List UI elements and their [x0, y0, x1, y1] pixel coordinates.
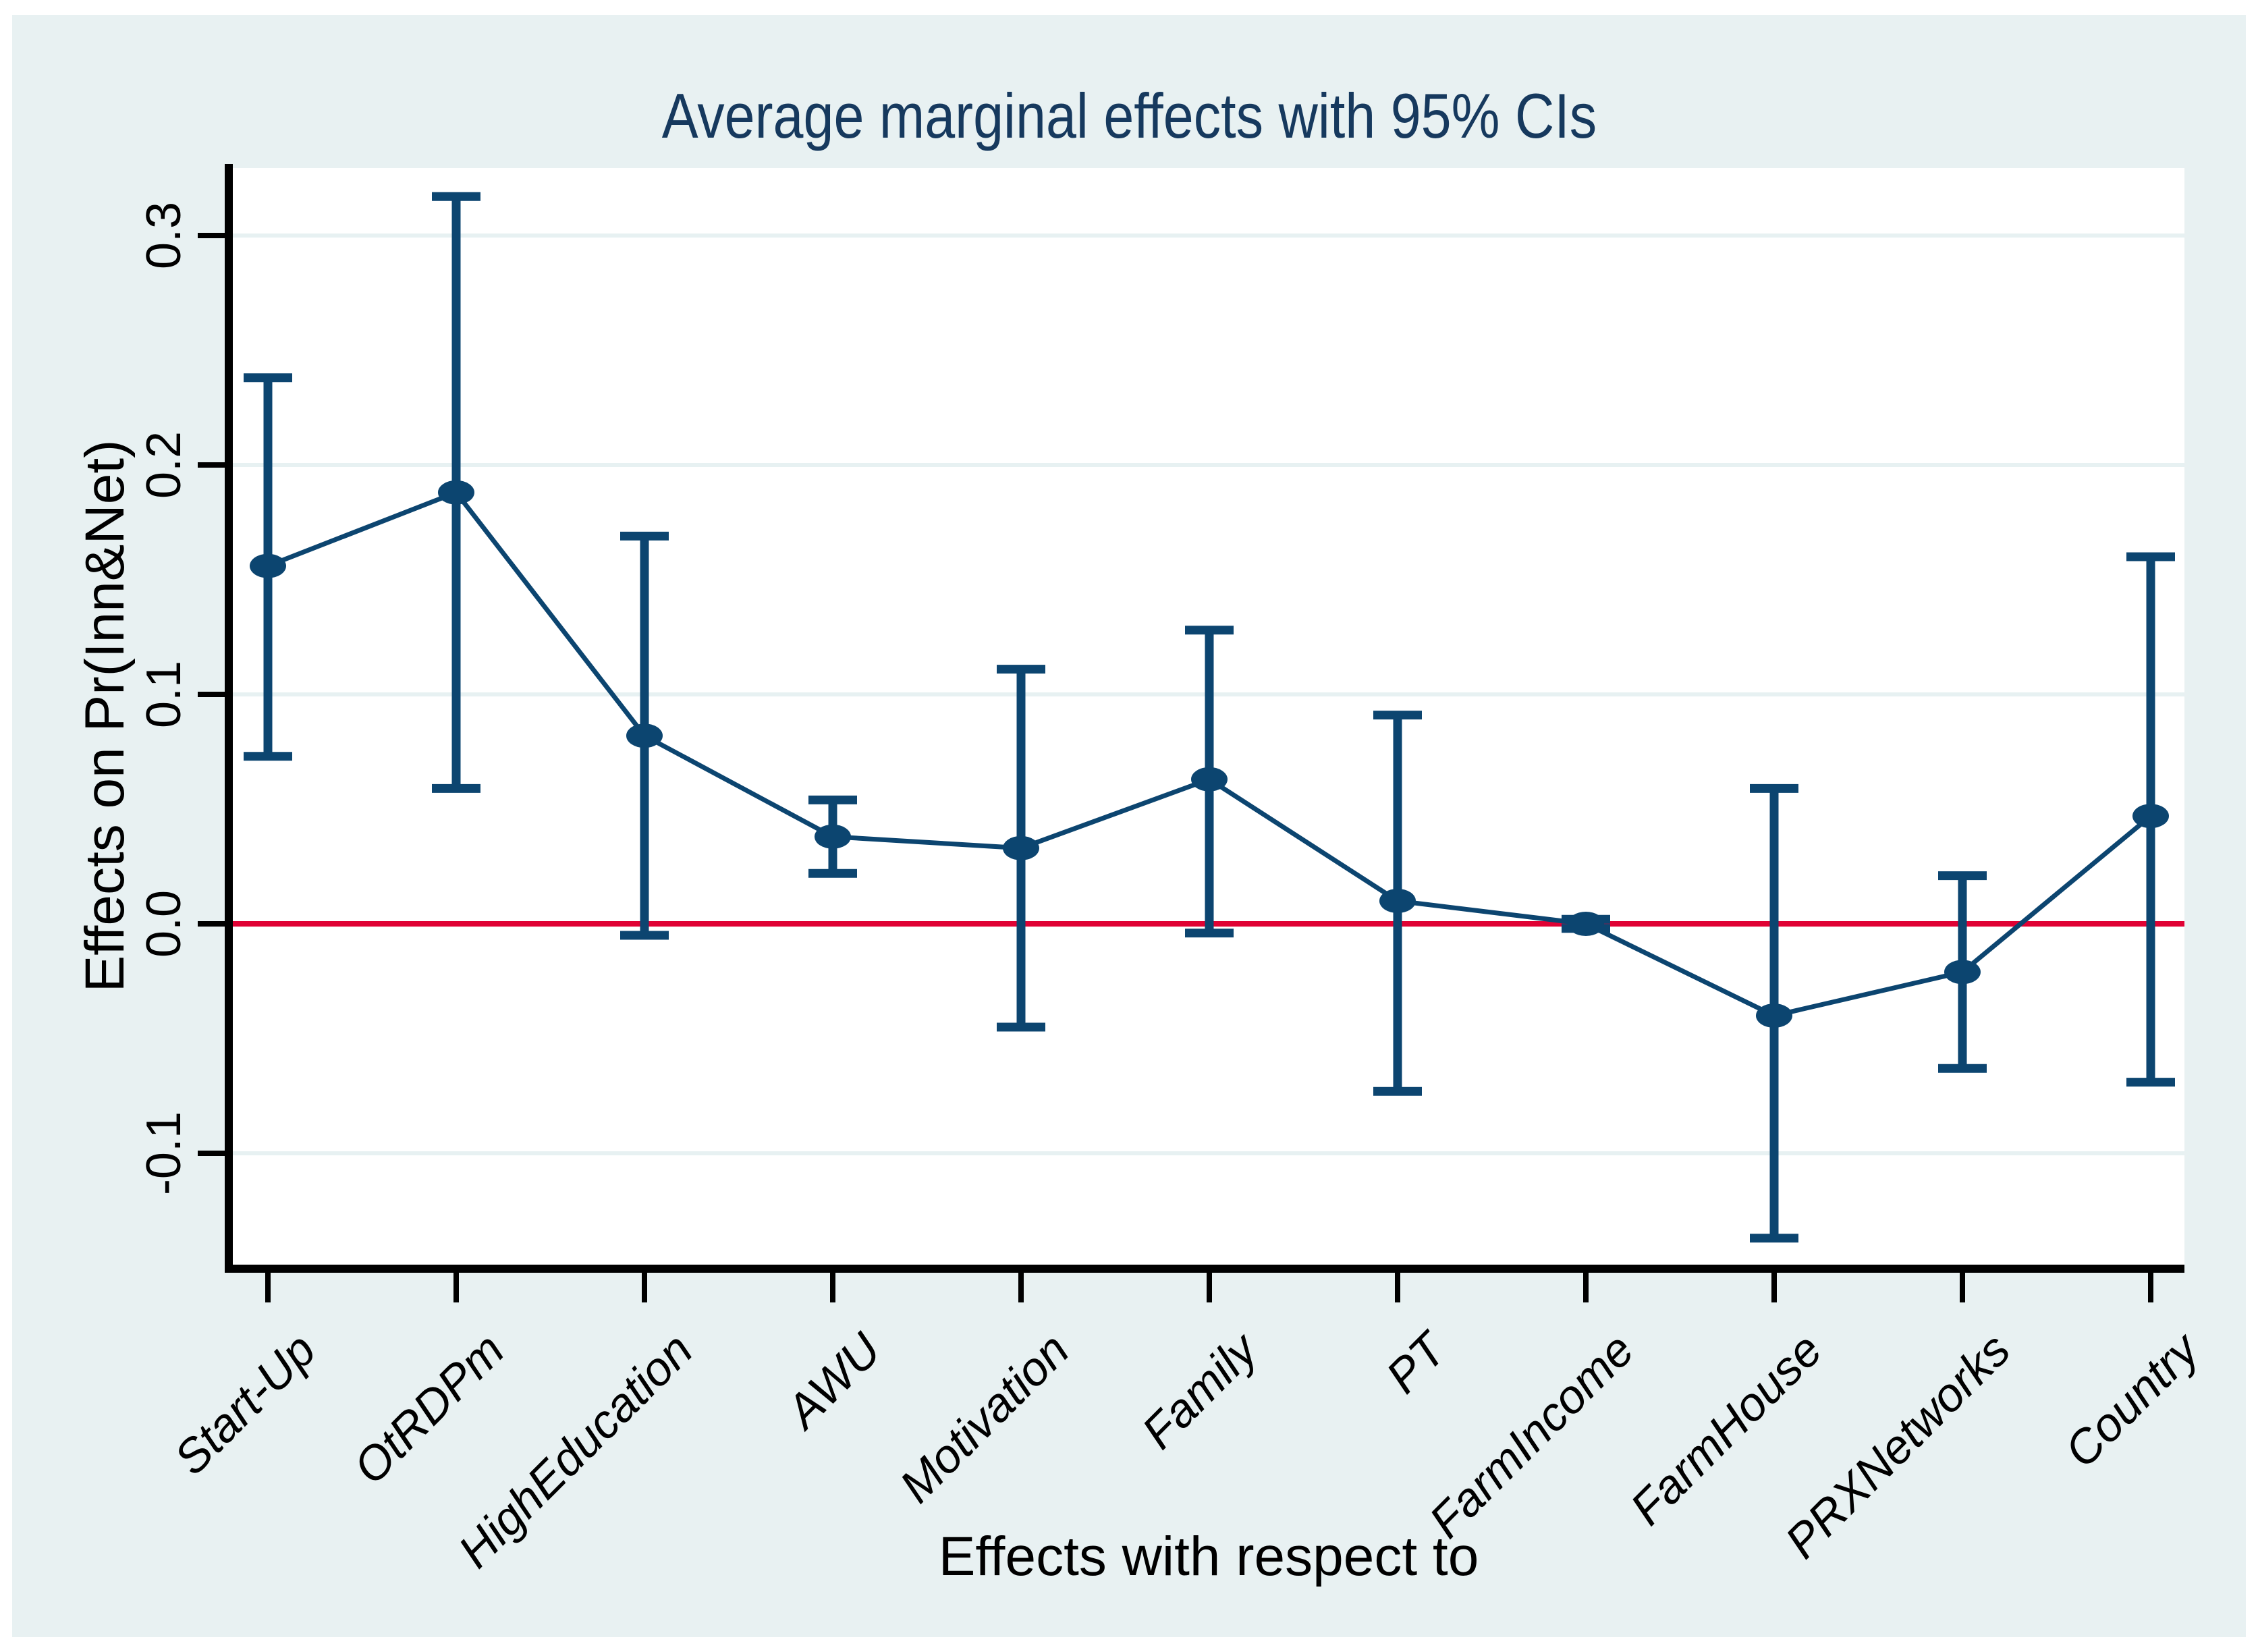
x-tick-mark [1583, 1273, 1589, 1302]
x-tick-mark [2148, 1273, 2153, 1302]
y-tick-mark [198, 692, 225, 697]
x-tick-mark [1771, 1273, 1777, 1302]
y-tick-mark [198, 462, 225, 468]
x-axis-title: Effects with respect to [938, 1526, 1479, 1587]
y-tick-label: -0.1 [137, 1111, 191, 1196]
y-axis-line [225, 164, 233, 1273]
chart-title-text: Average marginal effects with 95% CIs [661, 80, 1597, 151]
x-tick-mark [1018, 1273, 1024, 1302]
x-tick-mark [1207, 1273, 1212, 1302]
figure-background: Average marginal effects with 95% CIs 0.… [12, 15, 2246, 1637]
y-axis-title: Effects on Pr(Inn&Net) [74, 439, 136, 993]
data-point-marker [1191, 767, 1228, 792]
data-point-marker [1944, 960, 1981, 985]
x-tick-label: Motivation [889, 1323, 1079, 1513]
data-point-marker [815, 824, 851, 849]
data-point-marker [1568, 912, 1604, 936]
data-point-marker [250, 553, 286, 578]
y-tick-mark [198, 921, 225, 927]
plot-area [233, 192, 2184, 1243]
x-tick-mark [453, 1273, 459, 1302]
data-point-marker [438, 480, 474, 505]
y-tick-label: 0.3 [137, 201, 191, 270]
y-tick-label: 0.0 [137, 889, 191, 958]
y-tick-mark [198, 1151, 225, 1156]
x-tick-label: Family [1131, 1323, 1267, 1459]
chart-title: Average marginal effects with 95% CIs [12, 80, 2246, 153]
data-point-marker [1379, 889, 1416, 913]
x-tick-label: OtRDPm [343, 1323, 514, 1494]
y-tick-mark [198, 233, 225, 238]
x-tick-label: PT [1375, 1323, 1456, 1404]
data-point-marker [1003, 835, 1039, 860]
x-tick-label: Start-Up [164, 1323, 326, 1485]
plot-region [233, 168, 2184, 1265]
x-tick-mark [265, 1273, 271, 1302]
x-tick-mark [830, 1273, 835, 1302]
data-point-marker [1756, 1003, 1792, 1028]
x-tick-mark [642, 1273, 647, 1302]
y-tick-label: 0.2 [137, 431, 191, 499]
y-tick-label: 0.1 [137, 660, 191, 729]
x-axis-line [225, 1265, 2184, 1273]
x-tick-mark [1960, 1273, 1965, 1302]
x-tick-mark [1395, 1273, 1400, 1302]
data-point-marker [2132, 804, 2169, 829]
x-tick-label: AWU [776, 1323, 891, 1438]
x-tick-label: Country [2054, 1323, 2209, 1478]
data-point-marker [626, 723, 663, 748]
